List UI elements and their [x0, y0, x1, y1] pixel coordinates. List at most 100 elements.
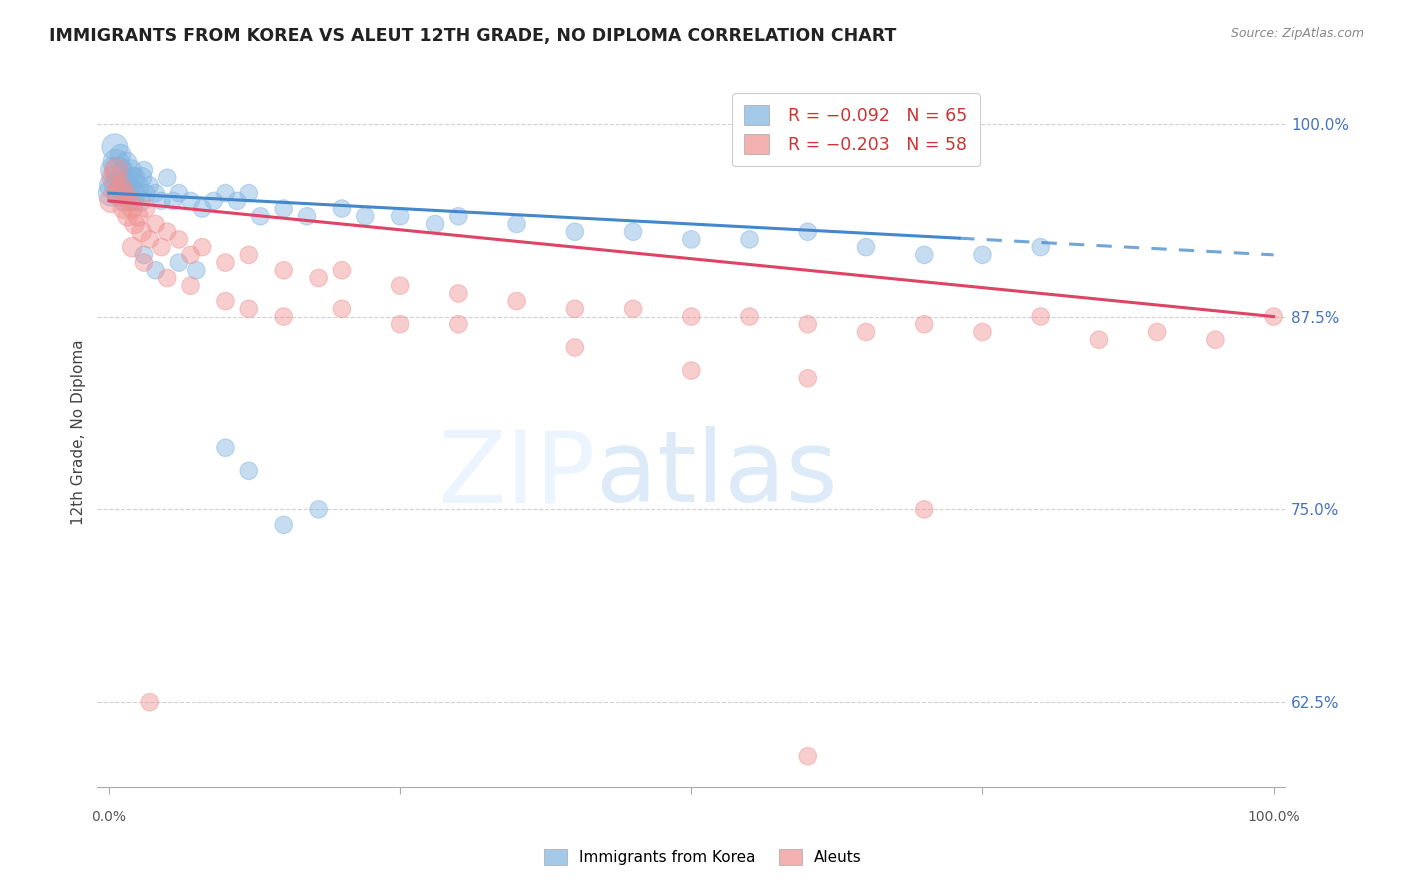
- Point: [131, 170, 153, 185]
- Point: [104, 163, 127, 178]
- Point: [354, 209, 377, 223]
- Point: [135, 186, 157, 201]
- Point: [139, 178, 162, 193]
- Point: [1088, 333, 1111, 347]
- Point: [124, 170, 146, 185]
- Point: [112, 194, 135, 208]
- Point: [121, 170, 143, 185]
- Point: [180, 194, 202, 208]
- Point: [505, 294, 527, 309]
- Point: [238, 248, 260, 262]
- Point: [118, 186, 141, 201]
- Point: [855, 240, 877, 254]
- Point: [135, 202, 157, 216]
- Point: [132, 163, 155, 178]
- Point: [129, 194, 152, 208]
- Point: [132, 255, 155, 269]
- Point: [505, 217, 527, 231]
- Point: [308, 502, 330, 516]
- Point: [423, 217, 446, 231]
- Point: [167, 232, 190, 246]
- Point: [103, 170, 125, 185]
- Point: [330, 202, 353, 216]
- Point: [1029, 240, 1052, 254]
- Point: [273, 263, 295, 277]
- Point: [120, 163, 142, 178]
- Point: [101, 178, 124, 193]
- Point: [797, 749, 820, 764]
- Point: [214, 186, 236, 201]
- Point: [104, 140, 127, 154]
- Point: [108, 186, 131, 201]
- Legend: Immigrants from Korea, Aleuts: Immigrants from Korea, Aleuts: [538, 843, 868, 871]
- Point: [132, 248, 155, 262]
- Point: [330, 301, 353, 316]
- Point: [447, 209, 470, 223]
- Point: [447, 286, 470, 301]
- Point: [118, 178, 141, 193]
- Point: [797, 371, 820, 385]
- Point: [104, 155, 127, 169]
- Point: [127, 178, 149, 193]
- Point: [972, 325, 994, 339]
- Point: [389, 278, 412, 293]
- Point: [121, 202, 143, 216]
- Point: [389, 209, 412, 223]
- Point: [214, 441, 236, 455]
- Point: [273, 202, 295, 216]
- Point: [1146, 325, 1168, 339]
- Point: [131, 225, 153, 239]
- Point: [125, 186, 148, 201]
- Point: [681, 310, 703, 324]
- Text: 0.0%: 0.0%: [91, 810, 127, 824]
- Point: [150, 240, 173, 254]
- Point: [855, 325, 877, 339]
- Text: ZIP: ZIP: [437, 426, 596, 524]
- Point: [797, 225, 820, 239]
- Point: [191, 240, 214, 254]
- Point: [180, 248, 202, 262]
- Point: [111, 170, 134, 185]
- Point: [110, 147, 132, 161]
- Point: [621, 301, 644, 316]
- Point: [202, 194, 225, 208]
- Point: [238, 464, 260, 478]
- Y-axis label: 12th Grade, No Diploma: 12th Grade, No Diploma: [72, 340, 86, 525]
- Point: [1029, 310, 1052, 324]
- Point: [127, 209, 149, 223]
- Point: [214, 255, 236, 269]
- Point: [295, 209, 318, 223]
- Point: [1263, 310, 1285, 324]
- Point: [681, 232, 703, 246]
- Point: [738, 310, 761, 324]
- Point: [100, 194, 122, 208]
- Text: Source: ZipAtlas.com: Source: ZipAtlas.com: [1230, 27, 1364, 40]
- Point: [191, 202, 214, 216]
- Point: [145, 186, 167, 201]
- Point: [238, 301, 260, 316]
- Point: [564, 340, 586, 354]
- Point: [330, 263, 353, 277]
- Point: [797, 318, 820, 332]
- Point: [107, 186, 129, 201]
- Point: [150, 194, 173, 208]
- Point: [238, 186, 260, 201]
- Point: [912, 502, 935, 516]
- Point: [564, 225, 586, 239]
- Point: [118, 194, 141, 208]
- Point: [145, 217, 167, 231]
- Point: [273, 310, 295, 324]
- Point: [308, 271, 330, 285]
- Point: [110, 178, 132, 193]
- Point: [186, 263, 208, 277]
- Point: [121, 240, 143, 254]
- Point: [105, 178, 128, 193]
- Point: [162, 194, 184, 208]
- Point: [972, 248, 994, 262]
- Point: [214, 294, 236, 309]
- Point: [738, 232, 761, 246]
- Point: [117, 209, 139, 223]
- Point: [1204, 333, 1226, 347]
- Text: 100.0%: 100.0%: [1247, 810, 1301, 824]
- Point: [167, 255, 190, 269]
